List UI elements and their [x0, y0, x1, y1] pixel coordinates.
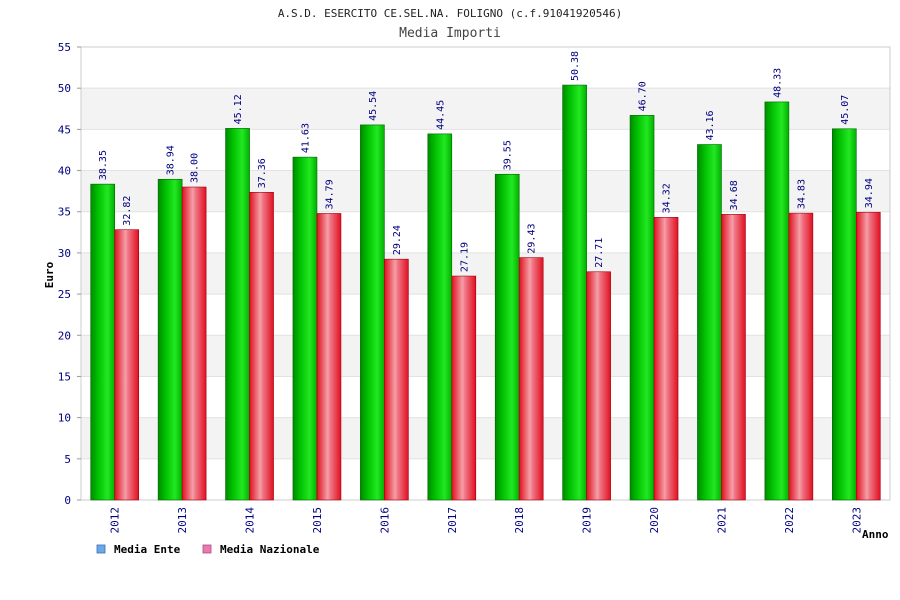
bar-media-nazionale — [316, 213, 342, 501]
value-label: 29.43 — [527, 223, 538, 253]
x-axis-label: Anno — [862, 528, 889, 541]
background-band — [81, 252, 890, 295]
x-tick-label: 2021 — [715, 507, 728, 534]
background-band — [81, 129, 890, 171]
x-tick-label: 2023 — [850, 507, 863, 534]
value-label: 45.12 — [233, 94, 244, 124]
value-label: 27.19 — [459, 242, 470, 272]
y-tick-label: 50 — [58, 82, 71, 95]
background-band — [81, 376, 890, 418]
legend-swatch-media-nazionale — [202, 544, 212, 554]
y-tick-label: 30 — [58, 247, 71, 260]
bar-media-nazionale — [249, 191, 274, 501]
bar-media-ente — [292, 156, 318, 501]
y-axis-ticks: 0 5 10 15 20 25 30 35 40 45 50 55 — [58, 41, 81, 507]
legend-swatch-media-ente — [96, 544, 106, 554]
value-label: 29.24 — [392, 225, 403, 255]
y-tick-label: 25 — [58, 288, 71, 301]
background-band — [81, 417, 890, 459]
y-tick-label: 45 — [58, 123, 71, 136]
bar-media-ente — [494, 173, 520, 501]
bar-media-ente — [629, 115, 655, 501]
value-label: 50.38 — [570, 51, 581, 81]
bar-media-nazionale — [451, 275, 477, 501]
y-tick-label: 20 — [58, 329, 71, 342]
y-tick-label: 15 — [58, 370, 71, 383]
y-tick-label: 0 — [64, 494, 71, 507]
bar-media-nazionale — [586, 271, 611, 501]
value-label: 27.71 — [594, 238, 605, 268]
x-tick-label: 2015 — [311, 507, 324, 534]
value-label: 45.54 — [368, 91, 379, 121]
bar-media-nazionale — [384, 258, 409, 501]
value-labels-group: 38.35 32.82 38.94 38.00 45.12 37.36 41.63 34.79… — [98, 51, 875, 272]
y-tick-label: 40 — [58, 165, 71, 178]
bar-media-ente — [831, 128, 857, 501]
x-axis-ticks: 2012 2013 2014 2015 2016 2017 2018 2019 2020 2021… — [109, 507, 864, 534]
bars-group — [90, 84, 881, 501]
value-label: 34.79 — [324, 179, 335, 209]
background-band — [81, 88, 890, 130]
value-label: 39.55 — [503, 140, 514, 170]
value-label: 43.16 — [705, 110, 716, 140]
y-tick-label: 35 — [58, 206, 71, 219]
x-tick-label: 2018 — [513, 507, 526, 534]
bar-media-ente — [157, 178, 183, 501]
bar-media-nazionale — [181, 186, 207, 501]
bar-media-ente — [427, 133, 453, 501]
value-label: 44.45 — [435, 100, 446, 130]
bar-media-nazionale — [721, 214, 746, 501]
bar-media-ente — [225, 128, 250, 501]
bar-media-ente — [764, 101, 790, 501]
bar-media-ente — [360, 124, 385, 501]
bar-media-nazionale — [518, 257, 544, 501]
plot-area-frame — [80, 46, 891, 501]
x-tick-label: 2017 — [446, 507, 459, 534]
plot-background-bands — [81, 47, 890, 500]
legend: Media Ente Media Nazionale — [96, 543, 320, 556]
x-tick-label: 2012 — [109, 507, 122, 534]
value-label: 34.32 — [662, 183, 673, 213]
legend-label-media-ente: Media Ente — [114, 543, 181, 556]
bar-media-ente — [90, 183, 116, 501]
x-tick-label: 2020 — [648, 507, 661, 534]
value-label: 48.33 — [772, 68, 783, 98]
x-tick-label: 2016 — [378, 507, 391, 534]
value-label: 38.94 — [166, 145, 177, 175]
value-label: 45.07 — [840, 95, 851, 125]
value-label: 34.83 — [796, 179, 807, 209]
y-tick-label: 10 — [58, 412, 71, 425]
value-label: 37.36 — [257, 158, 268, 188]
y-tick-label: 55 — [58, 41, 71, 54]
value-label: 41.63 — [300, 123, 311, 153]
bar-media-nazionale — [114, 229, 140, 501]
value-label: 34.94 — [864, 178, 875, 208]
value-label: 38.35 — [98, 150, 109, 180]
background-band — [81, 211, 890, 253]
bar-media-ente — [562, 84, 587, 501]
value-label: 34.68 — [729, 180, 740, 210]
y-tick-label: 5 — [64, 453, 71, 466]
background-band — [81, 294, 890, 336]
background-band — [81, 170, 890, 212]
legend-label-media-nazionale: Media Nazionale — [220, 543, 320, 556]
x-tick-label: 2019 — [581, 507, 594, 534]
chart-subtitle: Media Importi — [399, 26, 501, 41]
background-band — [81, 47, 890, 89]
bar-media-ente — [697, 144, 722, 501]
bar-media-nazionale — [788, 212, 814, 501]
x-tick-label: 2014 — [244, 507, 257, 534]
x-tick-label: 2022 — [783, 507, 796, 534]
y-axis-label: Euro — [43, 261, 56, 288]
value-label: 46.70 — [638, 81, 649, 111]
value-label: 32.82 — [122, 196, 133, 226]
background-band — [81, 335, 890, 377]
bar-media-nazionale — [855, 211, 881, 501]
x-tick-label: 2013 — [176, 507, 189, 534]
background-band — [81, 458, 890, 500]
bar-media-nazionale — [653, 217, 679, 501]
chart-title: A.S.D. ESERCITO CE.SEL.NA. FOLIGNO (c.f.… — [278, 7, 622, 20]
value-label: 38.00 — [190, 153, 201, 183]
